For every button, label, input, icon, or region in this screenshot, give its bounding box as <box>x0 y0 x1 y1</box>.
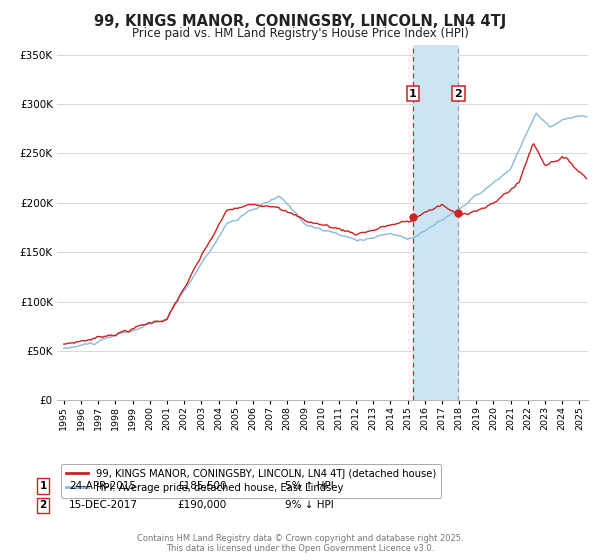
Legend: 99, KINGS MANOR, CONINGSBY, LINCOLN, LN4 4TJ (detached house), HPI: Average pric: 99, KINGS MANOR, CONINGSBY, LINCOLN, LN4… <box>61 464 441 498</box>
Text: 24-APR-2015: 24-APR-2015 <box>69 481 136 491</box>
Text: 2: 2 <box>40 500 47 510</box>
Bar <box>413 45 458 400</box>
Text: Contains HM Land Registry data © Crown copyright and database right 2025.
This d: Contains HM Land Registry data © Crown c… <box>137 534 463 553</box>
Text: £190,000: £190,000 <box>177 500 226 510</box>
Text: 99, KINGS MANOR, CONINGSBY, LINCOLN, LN4 4TJ: 99, KINGS MANOR, CONINGSBY, LINCOLN, LN4… <box>94 14 506 29</box>
Text: 1: 1 <box>40 481 47 491</box>
Text: 5% ↑ HPI: 5% ↑ HPI <box>285 481 334 491</box>
Text: 9% ↓ HPI: 9% ↓ HPI <box>285 500 334 510</box>
Text: £185,500: £185,500 <box>177 481 227 491</box>
Text: 1: 1 <box>409 89 417 99</box>
Text: 2: 2 <box>455 89 463 99</box>
Text: Price paid vs. HM Land Registry's House Price Index (HPI): Price paid vs. HM Land Registry's House … <box>131 27 469 40</box>
Text: 15-DEC-2017: 15-DEC-2017 <box>69 500 138 510</box>
